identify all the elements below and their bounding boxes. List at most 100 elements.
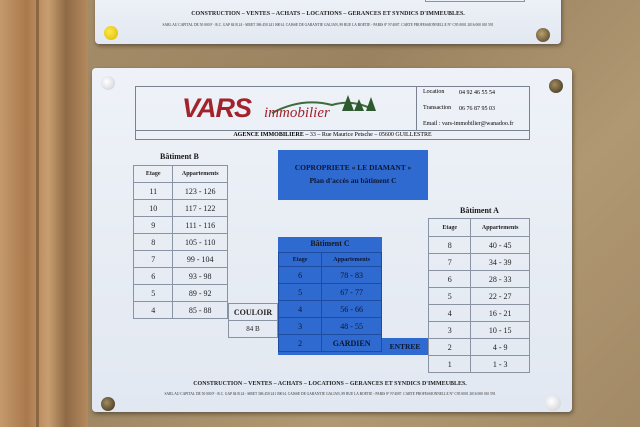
appartements-cell: 28 - 33 bbox=[470, 270, 530, 288]
etage-cell: 9 bbox=[132, 216, 174, 234]
etage-cell: 6 bbox=[277, 266, 323, 284]
vars-logo: VARS immobilier bbox=[182, 91, 382, 127]
table-row: 6 28 - 33 bbox=[427, 270, 530, 288]
table-row: 8 105 - 110 bbox=[132, 233, 228, 251]
yellow-pin bbox=[104, 26, 118, 40]
etage-cell: 3 bbox=[427, 321, 472, 339]
logo-vars-text: VARS bbox=[182, 93, 252, 123]
appartements-cell: 40 - 45 bbox=[470, 236, 530, 254]
appartements-cell: 48 - 55 bbox=[321, 317, 382, 335]
agency-name: AGENCE IMMOBILIERE – bbox=[233, 132, 309, 138]
etage-cell: 5 bbox=[132, 284, 174, 302]
logo-immobilier-text: immobilier bbox=[264, 105, 330, 121]
table-header-row: Etage Appartements bbox=[132, 165, 228, 183]
header-etage: Etage bbox=[277, 252, 323, 267]
agency-address: 33 – Rue Maurice Petsche – 05600 GUILLES… bbox=[309, 132, 432, 138]
table-row: 3 48 - 55 bbox=[277, 317, 382, 335]
couloir-number: 84 B bbox=[228, 320, 278, 338]
table-row: 11 123 - 126 bbox=[132, 182, 228, 200]
appartements-cell: 34 - 39 bbox=[470, 253, 530, 271]
etage-cell: 6 bbox=[132, 267, 174, 285]
table-row: 7 34 - 39 bbox=[427, 253, 530, 271]
appartements-cell: 22 - 27 bbox=[470, 287, 530, 305]
table-row: 10 117 - 122 bbox=[132, 199, 228, 217]
top-sign-services: CONSTRUCTION – VENTES – ACHATS – LOCATIO… bbox=[191, 11, 465, 17]
batiment-a-title: Bâtiment A bbox=[460, 206, 499, 215]
agency-line: AGENCE IMMOBILIERE – 33 – Rue Maurice Pe… bbox=[136, 132, 529, 138]
batiment-c-title: Bâtiment C bbox=[310, 239, 350, 248]
table-row: 84 B bbox=[228, 320, 278, 338]
table-row: 3 10 - 15 bbox=[427, 321, 530, 339]
location-label: Location bbox=[423, 89, 445, 95]
table-row: 7 99 - 104 bbox=[132, 250, 228, 268]
etage-cell: 7 bbox=[427, 253, 472, 271]
batiment-b-title: Bâtiment B bbox=[160, 152, 199, 161]
entree-cell: ENTREE bbox=[382, 338, 428, 355]
etage-cell: 2 bbox=[277, 334, 323, 352]
wooden-frame bbox=[0, 0, 88, 427]
header-appartements: Appartements bbox=[321, 252, 382, 267]
header-box: VARS immobilier Location 04 92 46 55 54 … bbox=[135, 86, 530, 140]
top-sign-table-fragment bbox=[425, 0, 525, 2]
transaction-phone: 06 76 87 95 03 bbox=[459, 106, 495, 112]
etage-cell: 7 bbox=[132, 250, 174, 268]
appartements-cell: 89 - 92 bbox=[172, 284, 228, 302]
top-sign: CONSTRUCTION – VENTES – ACHATS – LOCATIO… bbox=[95, 0, 561, 44]
mountain-trees-icon bbox=[271, 95, 376, 114]
etage-cell: 2 bbox=[427, 338, 472, 356]
location-phone: 04 92 46 55 54 bbox=[459, 90, 495, 96]
email: Email : vars-immobilier@wanadoo.fr bbox=[423, 121, 514, 127]
appartements-cell: 4 - 9 bbox=[470, 338, 530, 356]
table-row: 6 78 - 83 bbox=[277, 266, 382, 284]
white-pin bbox=[545, 395, 561, 411]
etage-cell: 8 bbox=[427, 236, 472, 254]
appartements-cell: 56 - 66 bbox=[321, 300, 382, 318]
header-appartements: Appartements bbox=[172, 165, 228, 183]
appartements-cell: 111 - 116 bbox=[172, 216, 228, 234]
appartements-cell: 93 - 98 bbox=[172, 267, 228, 285]
table-row: 6 93 - 98 bbox=[132, 267, 228, 285]
etage-cell: 5 bbox=[427, 287, 472, 305]
appartements-cell: 105 - 110 bbox=[172, 233, 228, 251]
table-row: 4 85 - 88 bbox=[132, 301, 228, 319]
etage-cell: 3 bbox=[277, 317, 323, 335]
header-etage: Etage bbox=[132, 165, 174, 183]
appartements-cell: 10 - 15 bbox=[470, 321, 530, 339]
etage-cell: 4 bbox=[427, 304, 472, 322]
batiment-a-table: Etage Appartements 8 40 - 45 7 34 - 39 6 28 - 3… bbox=[427, 218, 530, 373]
etage-cell: 6 bbox=[427, 270, 472, 288]
table-row: 9 111 - 116 bbox=[132, 216, 228, 234]
batiment-c-table: Etage Appartements 6 78 - 83 5 67 - 77 4 56 - 6… bbox=[277, 252, 382, 352]
title-line1: COPROPRIETE « LE DIAMANT » bbox=[294, 163, 412, 172]
brass-pin bbox=[549, 79, 563, 93]
top-sign-legal: SARL AU CAPITAL DE 50 000 F - R.C. GAP 8… bbox=[162, 23, 494, 27]
etage-cell: 11 bbox=[132, 182, 174, 200]
batiment-b-table: Etage Appartements 11 123 - 126 10 117 - 122 9… bbox=[132, 165, 228, 319]
table-row: 8 40 - 45 bbox=[427, 236, 530, 254]
etage-cell: 4 bbox=[132, 301, 174, 319]
header-etage: Etage bbox=[427, 218, 472, 237]
couloir-label: COULOIR bbox=[228, 303, 278, 321]
header-divider bbox=[416, 87, 417, 130]
etage-cell: 5 bbox=[277, 283, 323, 301]
couloir-table: COULOIR 84 B bbox=[228, 303, 278, 338]
white-pin bbox=[101, 76, 115, 90]
table-row: 5 67 - 77 bbox=[277, 283, 382, 301]
header-bottom-line bbox=[136, 130, 529, 131]
brass-pin bbox=[536, 28, 550, 42]
etage-cell: 4 bbox=[277, 300, 323, 318]
header-appartements: Appartements bbox=[470, 218, 530, 237]
appartements-cell: 16 - 21 bbox=[470, 304, 530, 322]
table-header-row: Etage Appartements bbox=[277, 252, 382, 267]
table-header-row: Etage Appartements bbox=[427, 218, 530, 237]
footer-legal: SARL AU CAPITAL DE 50 000 F - R.C. GAP 8… bbox=[164, 392, 496, 396]
table-row: 5 89 - 92 bbox=[132, 284, 228, 302]
appartements-cell: 85 - 88 bbox=[172, 301, 228, 319]
transaction-label: Transaction bbox=[423, 105, 452, 111]
title-line2: Plan d'accès au bâtiment C bbox=[309, 176, 397, 185]
table-row: COULOIR bbox=[228, 303, 278, 321]
brass-pin bbox=[101, 397, 115, 411]
etage-cell: 1 bbox=[427, 355, 472, 373]
title-box: COPROPRIETE « LE DIAMANT » Plan d'accès … bbox=[278, 150, 428, 200]
table-row: 4 56 - 66 bbox=[277, 300, 382, 318]
